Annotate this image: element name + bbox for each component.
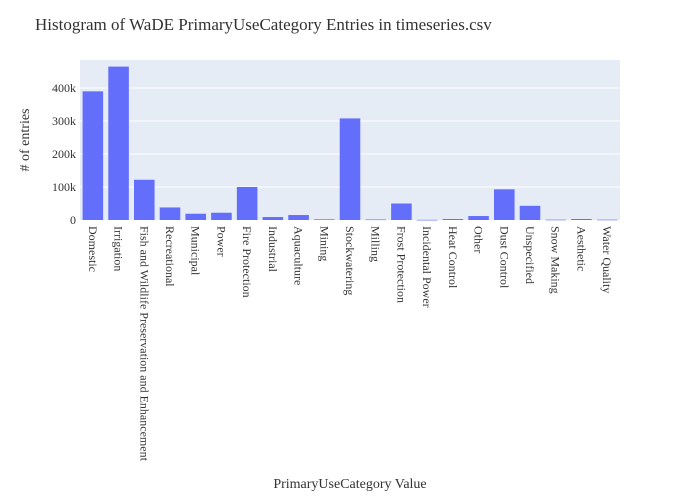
x-tick-label: Fish and Wildlife Preservation and Enhan… xyxy=(137,226,151,462)
bar xyxy=(596,219,618,221)
x-tick-label: Other xyxy=(472,226,486,253)
bar xyxy=(314,219,335,220)
x-tick-label: Milling xyxy=(369,226,383,262)
y-tick-label: 0 xyxy=(70,213,76,227)
bar xyxy=(339,118,361,220)
bar xyxy=(159,207,181,220)
x-axis-title: PrimaryUseCategory Value xyxy=(273,477,426,492)
bar xyxy=(571,219,592,220)
y-tick-label: 300k xyxy=(52,114,76,128)
x-tick-label: Water Quality xyxy=(600,226,614,293)
y-axis-title: # of entries xyxy=(18,109,33,172)
x-tick-label: Unspecified xyxy=(523,226,537,284)
bar xyxy=(494,189,515,220)
x-tick-label: Heat Control xyxy=(446,226,460,289)
bar xyxy=(108,66,129,221)
x-tick-label: Aquaculture xyxy=(292,226,306,285)
bar xyxy=(82,91,104,220)
bar xyxy=(468,216,489,220)
x-tick-label: Dust Control xyxy=(497,226,511,289)
bars-group xyxy=(82,66,618,221)
bar xyxy=(288,215,309,220)
bar xyxy=(262,217,284,220)
x-tick-label: Mining xyxy=(317,226,331,261)
y-tick-label: 200k xyxy=(52,147,76,161)
chart-title: Histogram of WaDE PrimaryUseCategory Ent… xyxy=(35,15,492,34)
bar xyxy=(211,212,232,220)
x-tick-label: Snow Making xyxy=(549,226,563,294)
x-tick-label: Frost Protection xyxy=(394,226,408,303)
bar xyxy=(185,213,206,220)
x-tick-label: Incidental Power xyxy=(420,226,434,308)
bar xyxy=(442,219,464,220)
bar xyxy=(134,179,155,220)
y-tick-label: 100k xyxy=(52,180,76,194)
bar xyxy=(391,203,412,220)
bar xyxy=(365,219,386,221)
x-tick-label: Aesthetic xyxy=(574,226,588,271)
x-tick-label: Industrial xyxy=(266,226,280,273)
bar xyxy=(545,219,566,221)
x-tick-label: Irrigation xyxy=(112,226,126,271)
bar xyxy=(416,219,438,221)
y-tick-label: 400k xyxy=(52,81,76,95)
bar xyxy=(236,187,258,220)
x-tick-label: Fire Protection xyxy=(240,226,254,298)
x-tick-label: Domestic xyxy=(86,226,100,272)
y-tick-labels: 0 100k 200k 300k 400k xyxy=(52,81,76,227)
x-tick-label: Power xyxy=(214,226,228,257)
x-tick-label: Municipal xyxy=(189,226,203,276)
bar xyxy=(519,205,541,220)
x-tick-labels: Domestic Irrigation Fish and Wildlife Pres… xyxy=(86,226,614,462)
x-tick-label: Recreational xyxy=(163,226,177,287)
x-tick-label: Stockwatering xyxy=(343,226,357,295)
